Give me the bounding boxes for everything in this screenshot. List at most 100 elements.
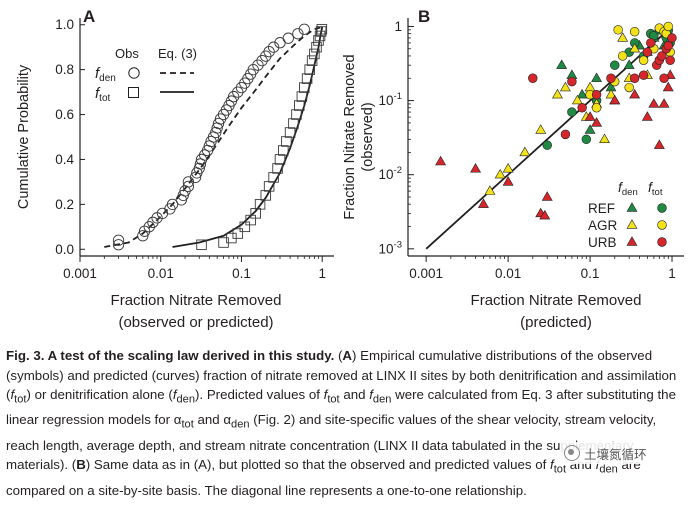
- legend-open-circle-marker: [129, 68, 139, 78]
- agr-fden-point: [495, 170, 505, 179]
- panel-b-x-ticks: 0.001 0.01 0.1 1: [409, 256, 676, 281]
- legend-b-urb-label: URB: [588, 235, 617, 250]
- caption-seg8: ) Same data as in (A), but plotted so th…: [86, 457, 550, 472]
- urb-ftot-point: [630, 74, 639, 83]
- caption-fden-sub-3: den: [599, 464, 617, 476]
- watermark-text: 土壤氮循环: [584, 444, 647, 463]
- legend-b-fden-header: fden: [618, 179, 638, 198]
- panel-a-y-tick-label: 0.8: [55, 62, 74, 77]
- panel-a-x-tick-label: 0.001: [63, 266, 97, 281]
- panel-b-x-tick-label: 0.1: [581, 266, 600, 281]
- panel-b-plot-area: [426, 22, 676, 249]
- panel-a-x-axis-label-line1: Fraction Nitrate Removed: [111, 292, 282, 309]
- legend-open-square-marker: [129, 88, 139, 98]
- caption-fden-sub: den: [177, 394, 195, 406]
- panel-a: A 0.0 0.2 0.4 0.6 0.8 1.0 0.001 0.01 0.1 1 Cumul…: [16, 7, 334, 331]
- ref-ftot-point: [582, 135, 591, 144]
- legend-ftot-label: ftot: [95, 85, 111, 104]
- urb-ftot-point: [528, 74, 537, 83]
- panel-a-y-axis-label: Cumulative Probability: [16, 64, 32, 209]
- panel-a-y-tick-label: 0.0: [55, 242, 74, 257]
- caption-seg2: ) or denitrification alone (: [26, 387, 172, 402]
- panel-b-legend: fden ftot REF AGR URB: [588, 179, 666, 250]
- agr-fden-point: [536, 125, 546, 133]
- caption-ftot-sub-2: tot: [327, 394, 339, 406]
- panel-a-x-tick-label: 1: [318, 266, 326, 281]
- caption-fden-sub-2: den: [373, 394, 391, 406]
- legend-urb-triangle-marker: [627, 237, 637, 246]
- urb-fden-point: [436, 156, 446, 165]
- urb-ftot-point: [668, 34, 677, 43]
- panel-a-y-tick-label: 0.2: [55, 197, 74, 212]
- agr-ftot-point: [630, 27, 639, 36]
- legend-ref-triangle-marker: [627, 203, 637, 212]
- panel-b-y-tick-label: 10-3: [379, 239, 402, 256]
- panel-b-x-axis-label-line1: Fraction Nitrate Removed: [471, 292, 642, 309]
- caption-seg4: and: [340, 387, 370, 402]
- panel-a-label: A: [83, 7, 95, 26]
- urb-ftot-point: [666, 56, 675, 65]
- urb-fden-point: [654, 140, 664, 149]
- fden-observed-point: [257, 55, 267, 65]
- legend-b-ftot-header: ftot: [648, 179, 663, 198]
- panel-b-x-axis-label-line2: (predicted): [520, 314, 592, 331]
- ref-ftot-point: [567, 108, 576, 117]
- urb-fden-point: [649, 99, 659, 108]
- caption-alpha-tot-sub: tot: [181, 419, 193, 431]
- urb-fden-point: [542, 192, 552, 201]
- panel-a-x-ticks: 0.001 0.01 0.1 1: [63, 256, 326, 281]
- panel-b-y-axis-label-line1: Fraction Nitrate Removed: [342, 54, 358, 219]
- panel-b-x-tick-label: 0.001: [409, 266, 443, 281]
- figure: A 0.0 0.2 0.4 0.6 0.8 1.0 0.001 0.01 0.1 1 Cumul…: [0, 0, 698, 340]
- legend-obs-header: Obs: [115, 46, 139, 61]
- caption-ftot-sub-3: tot: [554, 464, 566, 476]
- caption-alpha-den-sub: den: [231, 419, 249, 431]
- caption-ftot-sub: tot: [14, 394, 26, 406]
- agr-fden-point: [600, 134, 610, 143]
- legend-urb-circle-marker: [658, 238, 667, 247]
- legend-fden-label: fden: [95, 65, 116, 84]
- panel-b-y-tick-label: 1: [394, 19, 402, 34]
- urb-ftot-point: [639, 71, 648, 80]
- fden-observed-point: [233, 87, 243, 97]
- urb-ftot-point: [664, 41, 673, 50]
- panel-a-x-tick-label: 0.1: [232, 266, 251, 281]
- urb-ftot-point: [660, 74, 669, 83]
- agr-fden-point: [503, 164, 513, 173]
- figure-caption: Fig. 3. A test of the scaling law derive…: [6, 346, 690, 500]
- ftot-observed-point: [285, 128, 295, 138]
- agr-fden-point: [520, 147, 530, 156]
- agr-ftot-point: [618, 52, 627, 61]
- ref-fden-point: [557, 60, 567, 69]
- agr-fden-point: [585, 82, 595, 91]
- ref-fden-point: [592, 73, 602, 82]
- caption-label-a: A: [342, 348, 352, 363]
- figure-svg: A 0.0 0.2 0.4 0.6 0.8 1.0 0.001 0.01 0.1 1 Cumul…: [0, 0, 698, 340]
- urb-ftot-point: [643, 48, 652, 57]
- caption-seg6: and α: [194, 412, 231, 427]
- agr-ftot-point: [639, 56, 648, 65]
- legend-agr-triangle-marker: [627, 220, 637, 229]
- ref-ftot-point: [610, 61, 619, 70]
- urb-fden-point: [471, 164, 481, 173]
- legend-b-markers: [627, 203, 666, 247]
- agr-ftot-point: [592, 103, 601, 112]
- fden-observed-point: [148, 217, 158, 227]
- legend-eq-header: Eq. (3): [158, 46, 197, 61]
- urb-ftot-point: [592, 90, 601, 99]
- panel-a-y-tick-label: 1.0: [55, 17, 74, 32]
- agr-ftot-point: [664, 22, 673, 31]
- panel-b-x-tick-label: 0.01: [495, 266, 521, 281]
- urb-fden-point: [642, 112, 652, 121]
- panel-b-label: B: [418, 7, 430, 26]
- one-to-one-line: [426, 26, 672, 248]
- urb-ftot-point: [567, 77, 576, 86]
- panel-a-legend: Obs Eq. (3) fden ftot: [95, 46, 197, 104]
- urb-fden-point: [659, 99, 669, 108]
- panel-b-y-tick-label: 10-2: [379, 165, 402, 182]
- ftot-observed-point: [282, 137, 292, 147]
- legend-b-ref-label: REF: [588, 201, 615, 216]
- panel-a-x-axis-label-line2: (observed or predicted): [118, 314, 273, 331]
- panel-b-x-tick-label: 1: [668, 266, 676, 281]
- panel-a-x-tick-label: 0.01: [148, 266, 174, 281]
